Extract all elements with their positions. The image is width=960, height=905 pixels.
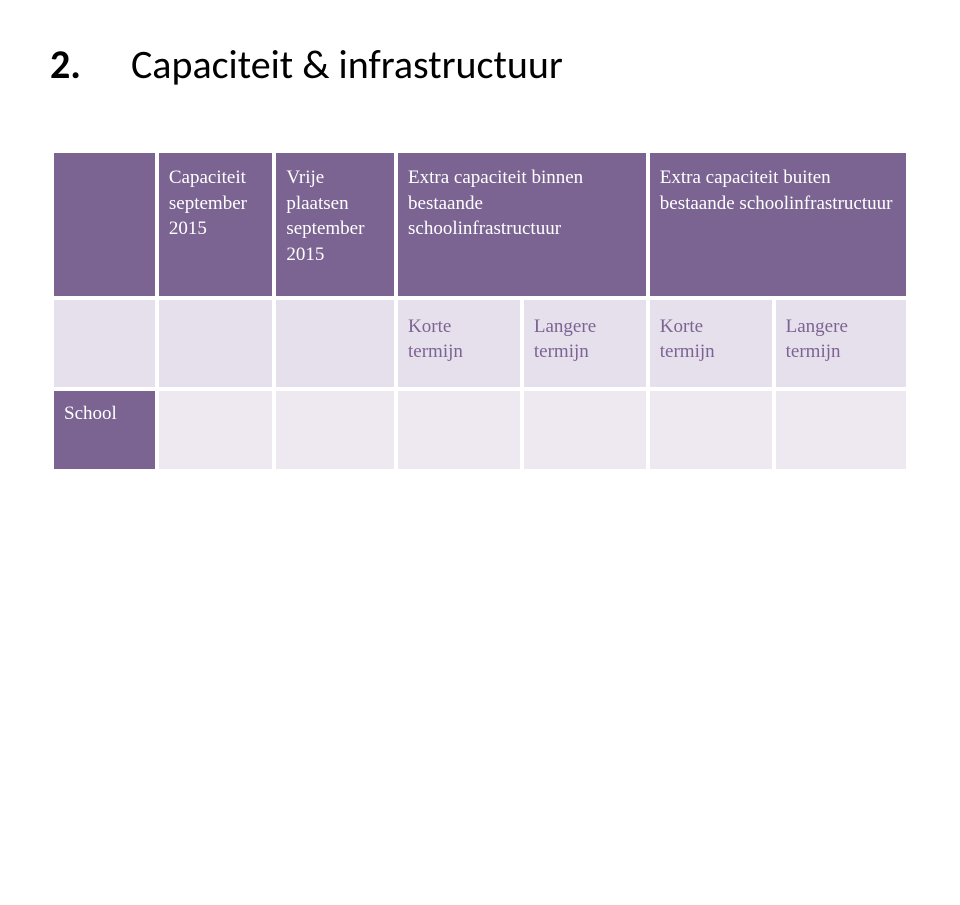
heading-number: 2. bbox=[50, 40, 81, 89]
subheader-s1 bbox=[159, 300, 272, 387]
header-col-vrije-plaatsen: Vrije plaatsen september 2015 bbox=[276, 153, 394, 296]
row-cell bbox=[650, 391, 772, 469]
subheader-s2 bbox=[276, 300, 394, 387]
capacity-table: Capaciteit september 2015 Vrije plaatsen… bbox=[50, 149, 910, 473]
heading-title: Capaciteit & infrastructuur bbox=[131, 40, 563, 89]
row-lead-school: School bbox=[54, 391, 155, 469]
header-col-capaciteit: Capaciteit september 2015 bbox=[159, 153, 272, 296]
row-cell bbox=[776, 391, 906, 469]
subheader-korte-1: Korte termijn bbox=[398, 300, 520, 387]
subheader-lead-cell bbox=[54, 300, 155, 387]
subheader-langere-1: Langere termijn bbox=[524, 300, 646, 387]
header-lead-cell bbox=[54, 153, 155, 296]
row-cell bbox=[524, 391, 646, 469]
subheader-langere-2: Langere termijn bbox=[776, 300, 906, 387]
page-heading: 2. Capaciteit & infrastructuur bbox=[50, 40, 910, 89]
table-header-row: Capaciteit september 2015 Vrije plaatsen… bbox=[54, 153, 906, 296]
row-cell bbox=[398, 391, 520, 469]
subheader-korte-2: Korte termijn bbox=[650, 300, 772, 387]
table-subheader-row: Korte termijn Langere termijn Korte term… bbox=[54, 300, 906, 387]
header-col-buiten: Extra capaciteit buiten bestaande school… bbox=[650, 153, 906, 296]
table-row: School bbox=[54, 391, 906, 469]
header-col-binnen: Extra capaciteit binnen bestaande school… bbox=[398, 153, 646, 296]
row-cell bbox=[159, 391, 272, 469]
row-cell bbox=[276, 391, 394, 469]
